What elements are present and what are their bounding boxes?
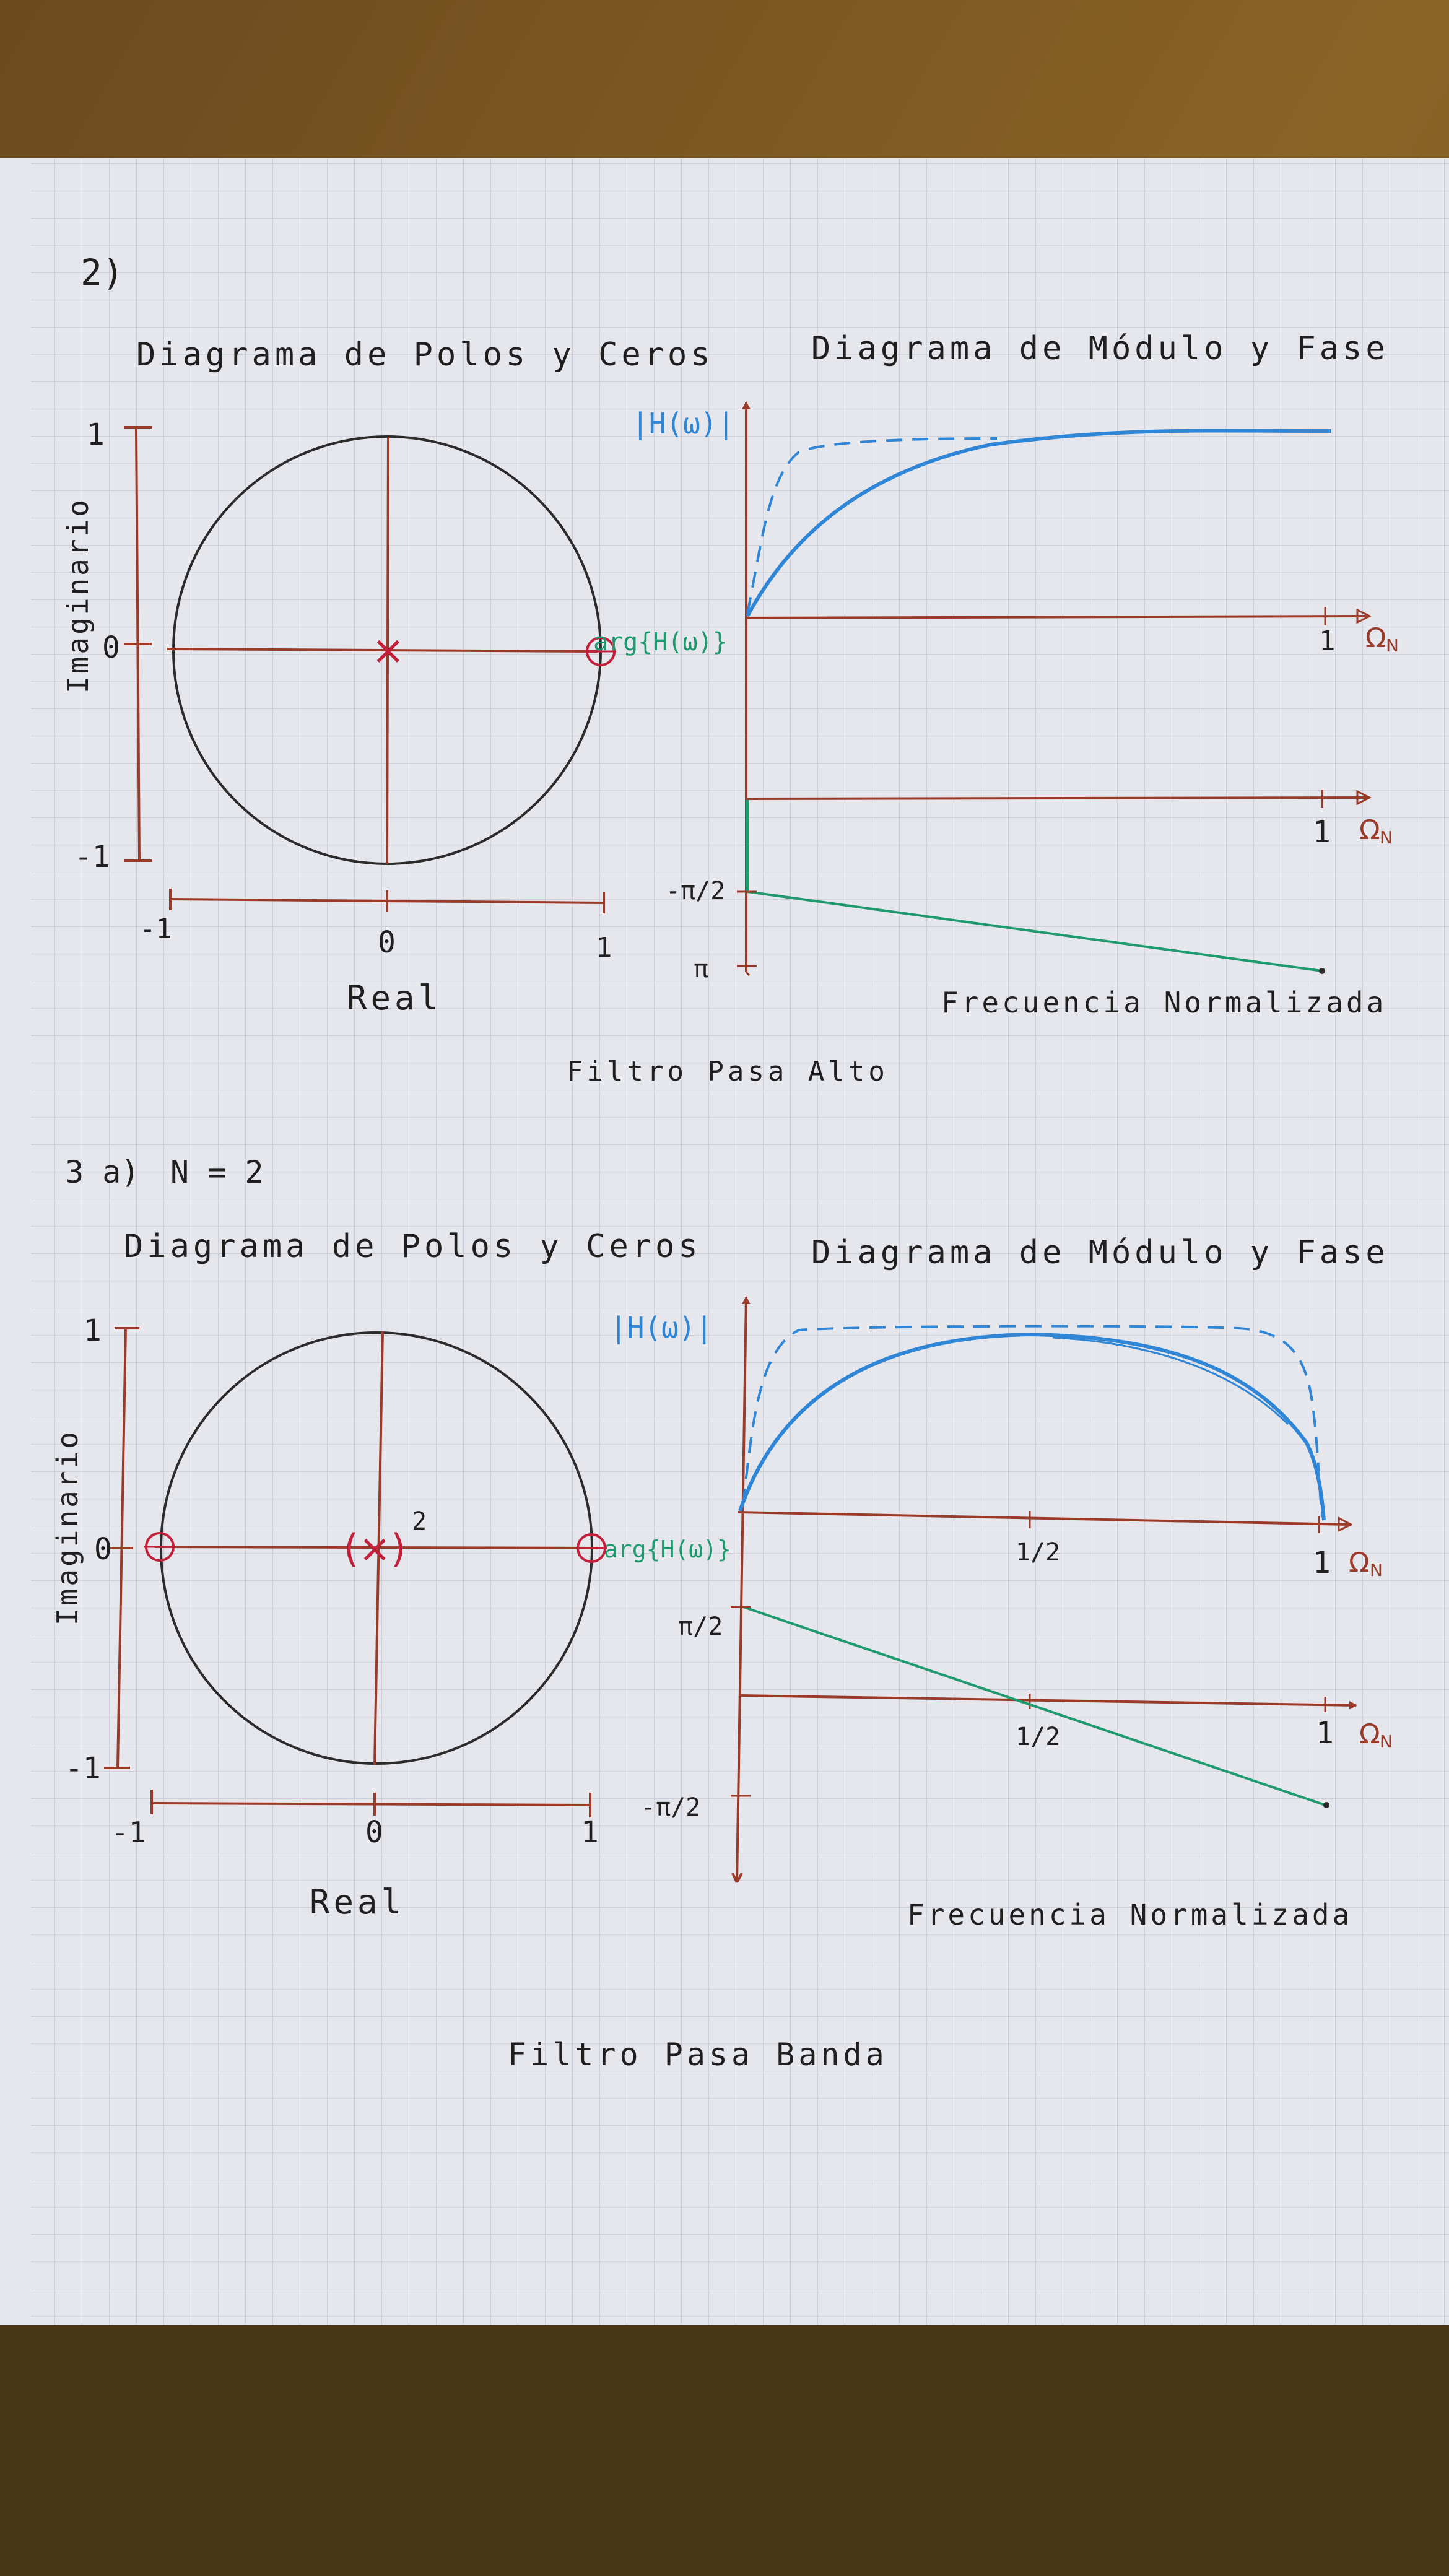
y-tick-0: 0	[94, 1532, 112, 1567]
mag-omega-sub: N	[1370, 1560, 1383, 1580]
x-tick-neg1: -1	[139, 913, 172, 945]
mag-label: |H(ω)|	[632, 407, 734, 441]
mag-tick-half: 1/2	[1016, 1538, 1060, 1567]
mag-phase-plot-2: 1 Ω N 1 Ω N |H(ω)| arg{H(ω)} -π/2 π Frec…	[593, 401, 1399, 1019]
pole-multiplicity: 2	[412, 1507, 427, 1536]
mf-title-3: Diagrama de Módulo y Fase	[811, 1234, 1389, 1271]
phase-line	[747, 890, 1323, 972]
real-axis-label: Real	[347, 978, 442, 1017]
x-scale-axis	[151, 1802, 592, 1806]
filter-name-3: Filtro Pasa Banda	[508, 2037, 888, 2073]
mag-tick-1: 1	[1313, 1546, 1331, 1580]
phase-omega-tick: 1	[1313, 815, 1331, 850]
y-tick-neg1: -1	[65, 1751, 101, 1786]
phase-omega-label: Ω	[1359, 814, 1380, 846]
phase-label: arg{H(ω)}	[593, 628, 728, 656]
imag-axis-label: Imaginario	[51, 1429, 84, 1625]
section-2-label: 2)	[80, 251, 124, 294]
grid-paper	[31, 158, 1449, 2325]
imag-axis-line	[373, 1331, 384, 1765]
mag-omega-label: Ω	[1365, 622, 1386, 654]
y-tick-0: 0	[102, 630, 120, 665]
phase-tick-pi: π	[694, 955, 708, 983]
y-tick-1: 1	[84, 1313, 102, 1348]
double-pole-marker: (×)	[344, 1526, 406, 1571]
phase-tick-neg-pi2: -π/2	[666, 877, 725, 905]
y-tick-1: 1	[87, 417, 105, 452]
pz-title-3: Diagrama de Polos y Ceros	[124, 1228, 702, 1265]
magnitude-curve-sketch	[1052, 1336, 1289, 1425]
real-axis-line	[167, 648, 598, 653]
x-tick-0: 0	[365, 1815, 383, 1850]
filter-order: N = 2	[170, 1154, 264, 1190]
mag-omega-tick: 1	[1319, 625, 1336, 657]
mag-omega-sub: N	[1386, 635, 1399, 656]
pole-zero-plot-2: 1 0 -1 Imaginario -1 0 1 Real ×	[61, 417, 616, 1017]
y-tick-neg1: -1	[74, 840, 110, 874]
bottom-table	[0, 2325, 1449, 2576]
real-axis-line	[154, 1546, 598, 1549]
imag-axis-line	[386, 436, 389, 864]
phase-label: arg{H(ω)}	[604, 1536, 731, 1563]
freq-axis-label: Frecuencia Normalizada	[907, 1898, 1352, 1931]
freq-axis-label: Frecuencia Normalizada	[941, 986, 1386, 1019]
phase-omega-sub: N	[1380, 827, 1393, 848]
real-axis-label: Real	[310, 1882, 405, 1921]
x-tick-1: 1	[596, 932, 612, 964]
mag-freq-axis	[746, 616, 1368, 618]
magnitude-curve	[746, 429, 1332, 617]
phase-axis-tick-half: 1/2	[1016, 1723, 1060, 1751]
magnitude-curve	[738, 1332, 1326, 1521]
x-tick-neg1: -1	[111, 1816, 146, 1849]
phase-axis-tick-1: 1	[1316, 1716, 1334, 1751]
magnitude-ideal-dashed	[746, 437, 998, 614]
x-tick-0: 0	[378, 925, 396, 960]
section-3a: 3 a) N = 2 Diagrama de Polos y Ceros Dia…	[51, 1154, 1393, 2073]
imag-axis-label: Imaginario	[61, 497, 95, 694]
mag-label: |H(ω)|	[610, 1311, 713, 1345]
phase-freq-axis	[746, 798, 1368, 799]
section-3a-label: 3 a)	[65, 1154, 139, 1190]
phase-tick-pi2: π/2	[678, 1612, 723, 1641]
vertical-axis	[736, 1296, 751, 1883]
pole-zero-plot-3: 1 0 -1 Imaginario -1 0 1 Real (×) 2	[51, 1313, 607, 1921]
mag-freq-axis	[738, 1511, 1350, 1525]
pz-title-2: Diagrama de Polos y Ceros	[136, 336, 714, 373]
phase-omega-label: Ω	[1359, 1718, 1380, 1750]
x-tick-1: 1	[581, 1815, 599, 1850]
mf-title-2: Diagrama de Módulo y Fase	[811, 330, 1389, 367]
phase-tick-neg-pi2: -π/2	[641, 1793, 700, 1822]
mag-omega-label: Ω	[1349, 1547, 1370, 1578]
magnitude-ideal-dashed	[742, 1325, 1323, 1518]
phase-line	[742, 1606, 1326, 1806]
section-2: 2) Diagrama de Polos y Ceros Diagrama de…	[61, 251, 1399, 1087]
mag-phase-plot-3: 1/2 1 Ω N 1/2 1 Ω N |H(ω)| arg{H(ω)} π/2…	[604, 1296, 1393, 1931]
phase-omega-sub: N	[1380, 1731, 1393, 1752]
filter-name-2: Filtro Pasa Alto	[567, 1056, 889, 1087]
phase-freq-axis	[739, 1694, 1357, 1710]
pole-marker: ×	[372, 628, 405, 674]
